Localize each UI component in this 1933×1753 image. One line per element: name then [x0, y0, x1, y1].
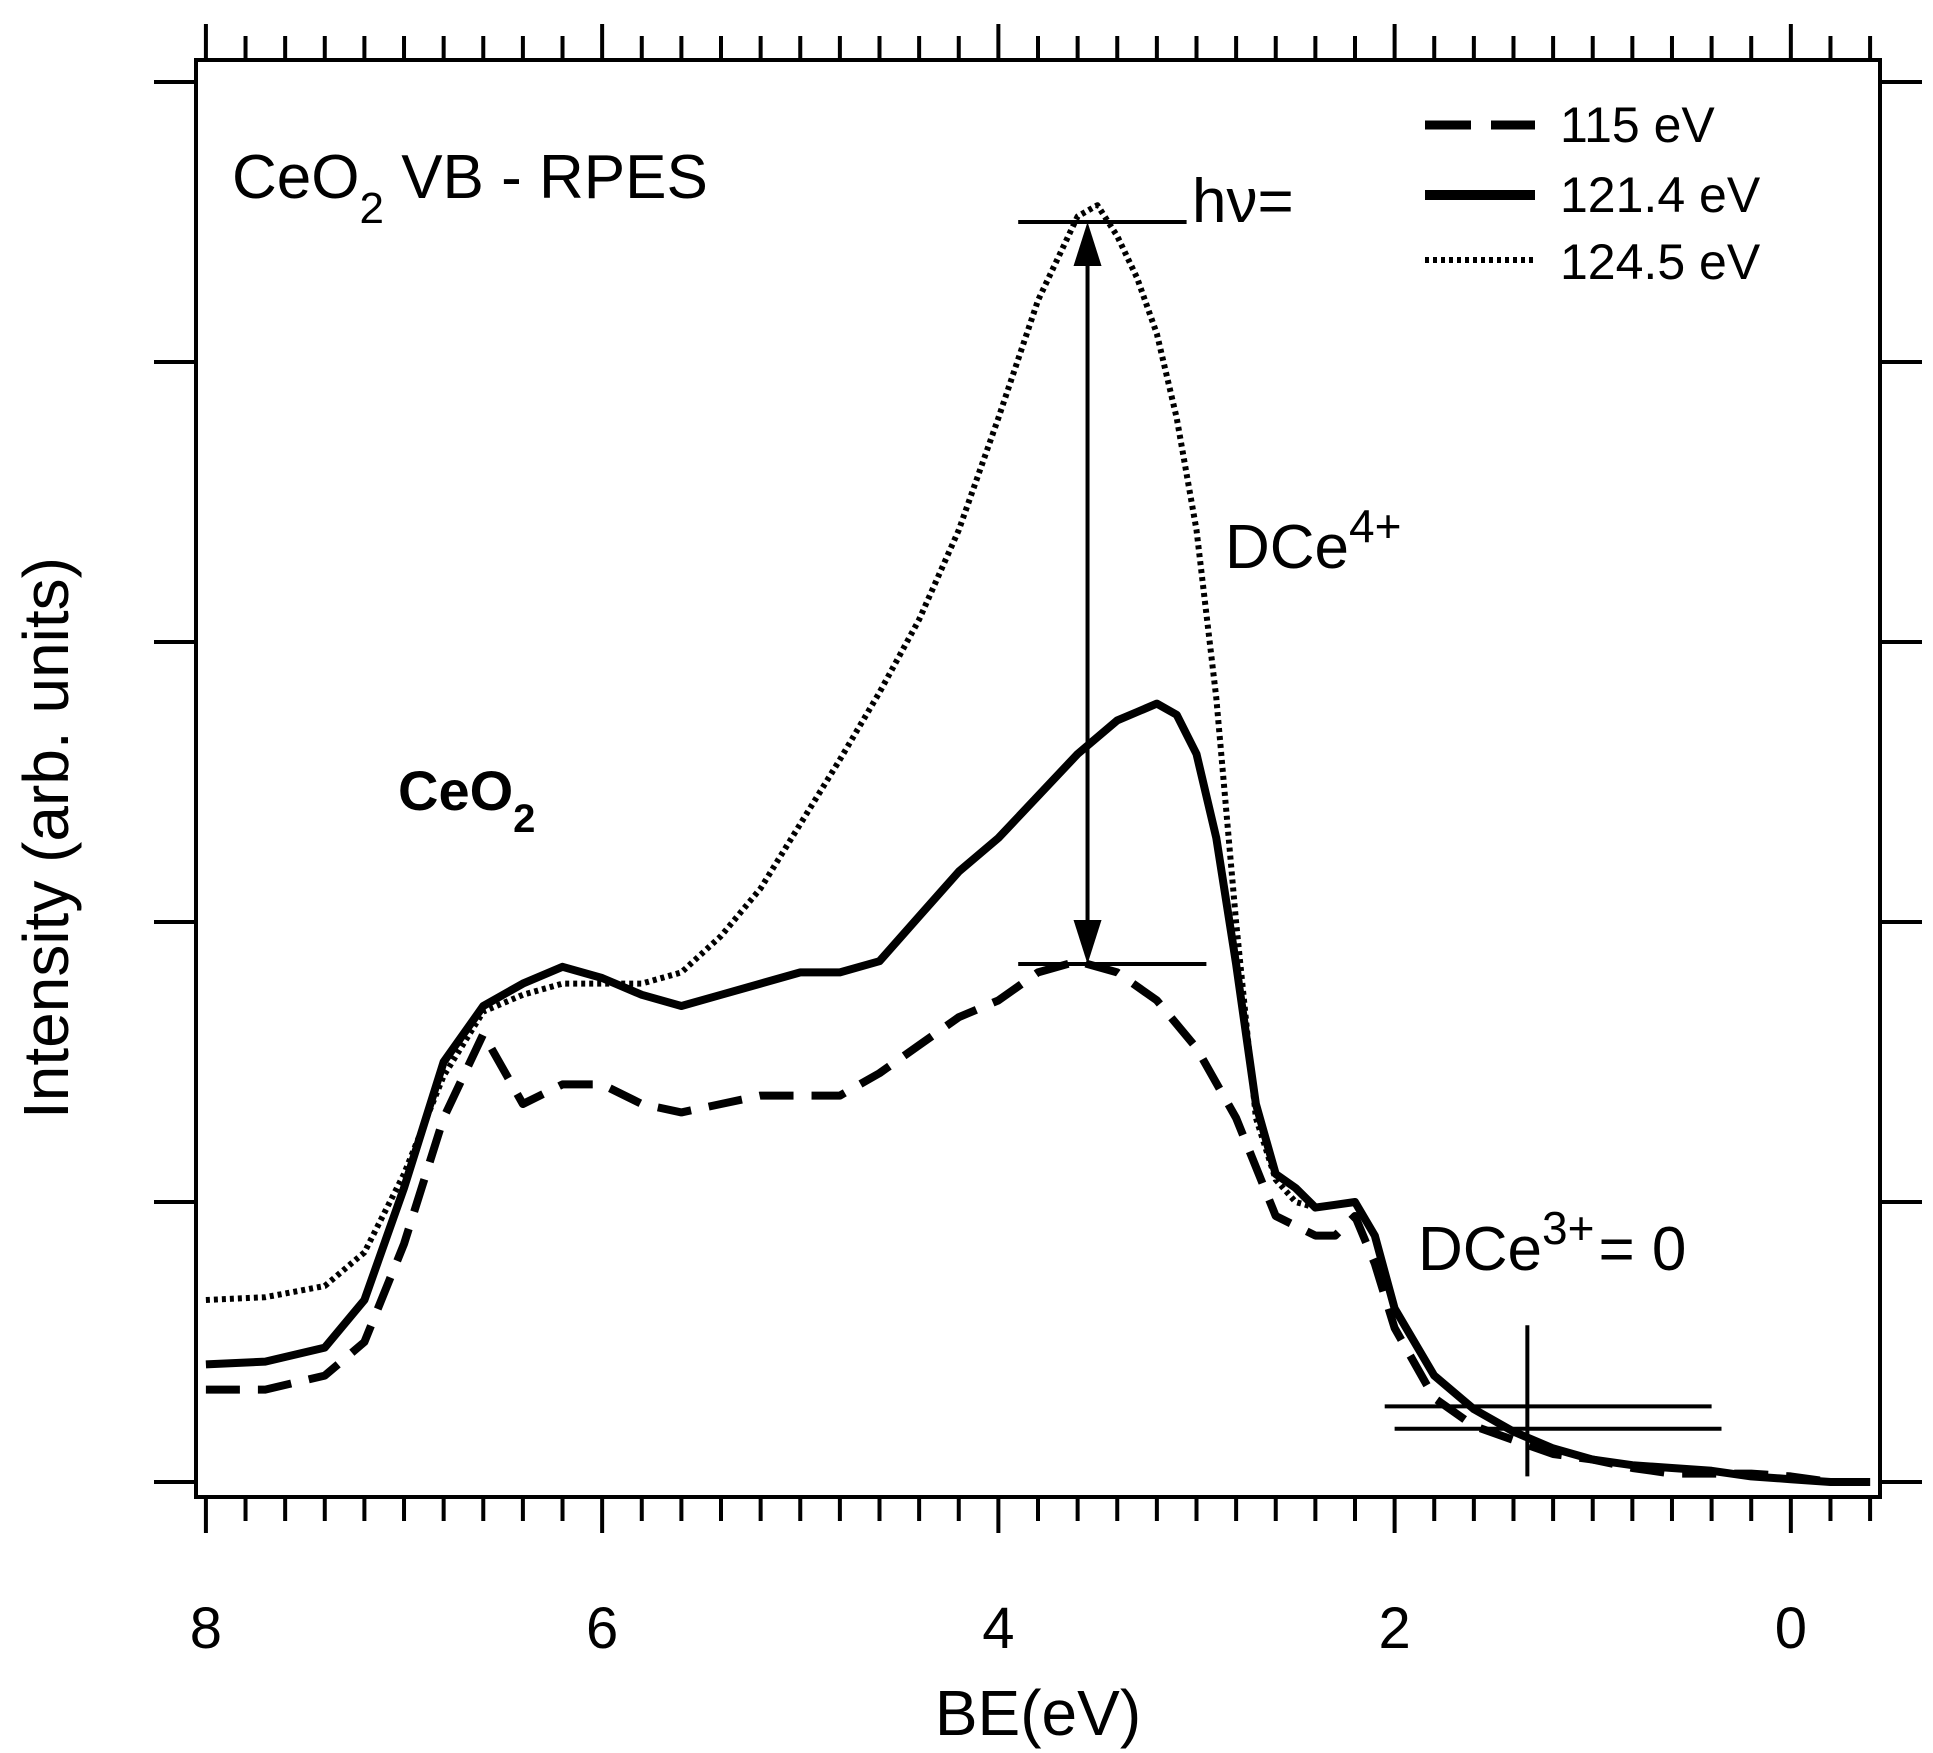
annotation-dce4: DCe4+	[1225, 500, 1401, 582]
x-tick-label: 2	[1378, 1596, 1410, 1661]
axes-layer: 8 6 4 2 0	[154, 24, 1922, 1661]
annotation-layer	[1018, 220, 1722, 1477]
chart-title: CeO2 VB - RPES	[232, 143, 708, 233]
legend-label-121: 121.4 eV	[1560, 167, 1761, 223]
annotation-dce4-main: DCe	[1225, 513, 1349, 582]
y-axis-title: Intensity (arb. units)	[10, 557, 82, 1119]
legend-prefix: hν=	[1192, 167, 1294, 236]
annotation-ceo2: CeO2	[398, 759, 535, 841]
annotation-dce4-sup: 4+	[1349, 500, 1401, 552]
annotation-ceo2-main: CeO	[398, 759, 513, 822]
chart-title-rest: VB - RPES	[384, 143, 708, 212]
series-line-dotted	[205, 202, 1871, 1485]
legend-label-115: 115 eV	[1560, 97, 1715, 153]
x-tick-label: 0	[1775, 1596, 1807, 1661]
dce4-arrow-head-down	[1073, 920, 1102, 964]
dce4-arrow-head-up	[1073, 222, 1102, 266]
chart-title-main: CeO	[232, 143, 359, 212]
series-line-solid	[205, 699, 1871, 1486]
x-axis-title: BE(eV)	[935, 1677, 1141, 1749]
annotation-dce3: DCe3+= 0	[1418, 1202, 1686, 1284]
annotation-dce3-rest: = 0	[1598, 1215, 1686, 1284]
annotation-ceo2-sub: 2	[513, 797, 535, 841]
annotation-dce3-sup: 3+	[1542, 1202, 1594, 1254]
series-layer	[205, 202, 1871, 1486]
legend-label-124: 124.5 eV	[1560, 234, 1761, 290]
annotation-dce3-main: DCe	[1418, 1215, 1542, 1284]
x-tick-label: 8	[190, 1596, 222, 1661]
x-tick-label: 6	[586, 1596, 618, 1661]
x-tick-label: 4	[982, 1596, 1014, 1661]
chart-title-sub: 2	[359, 184, 383, 233]
